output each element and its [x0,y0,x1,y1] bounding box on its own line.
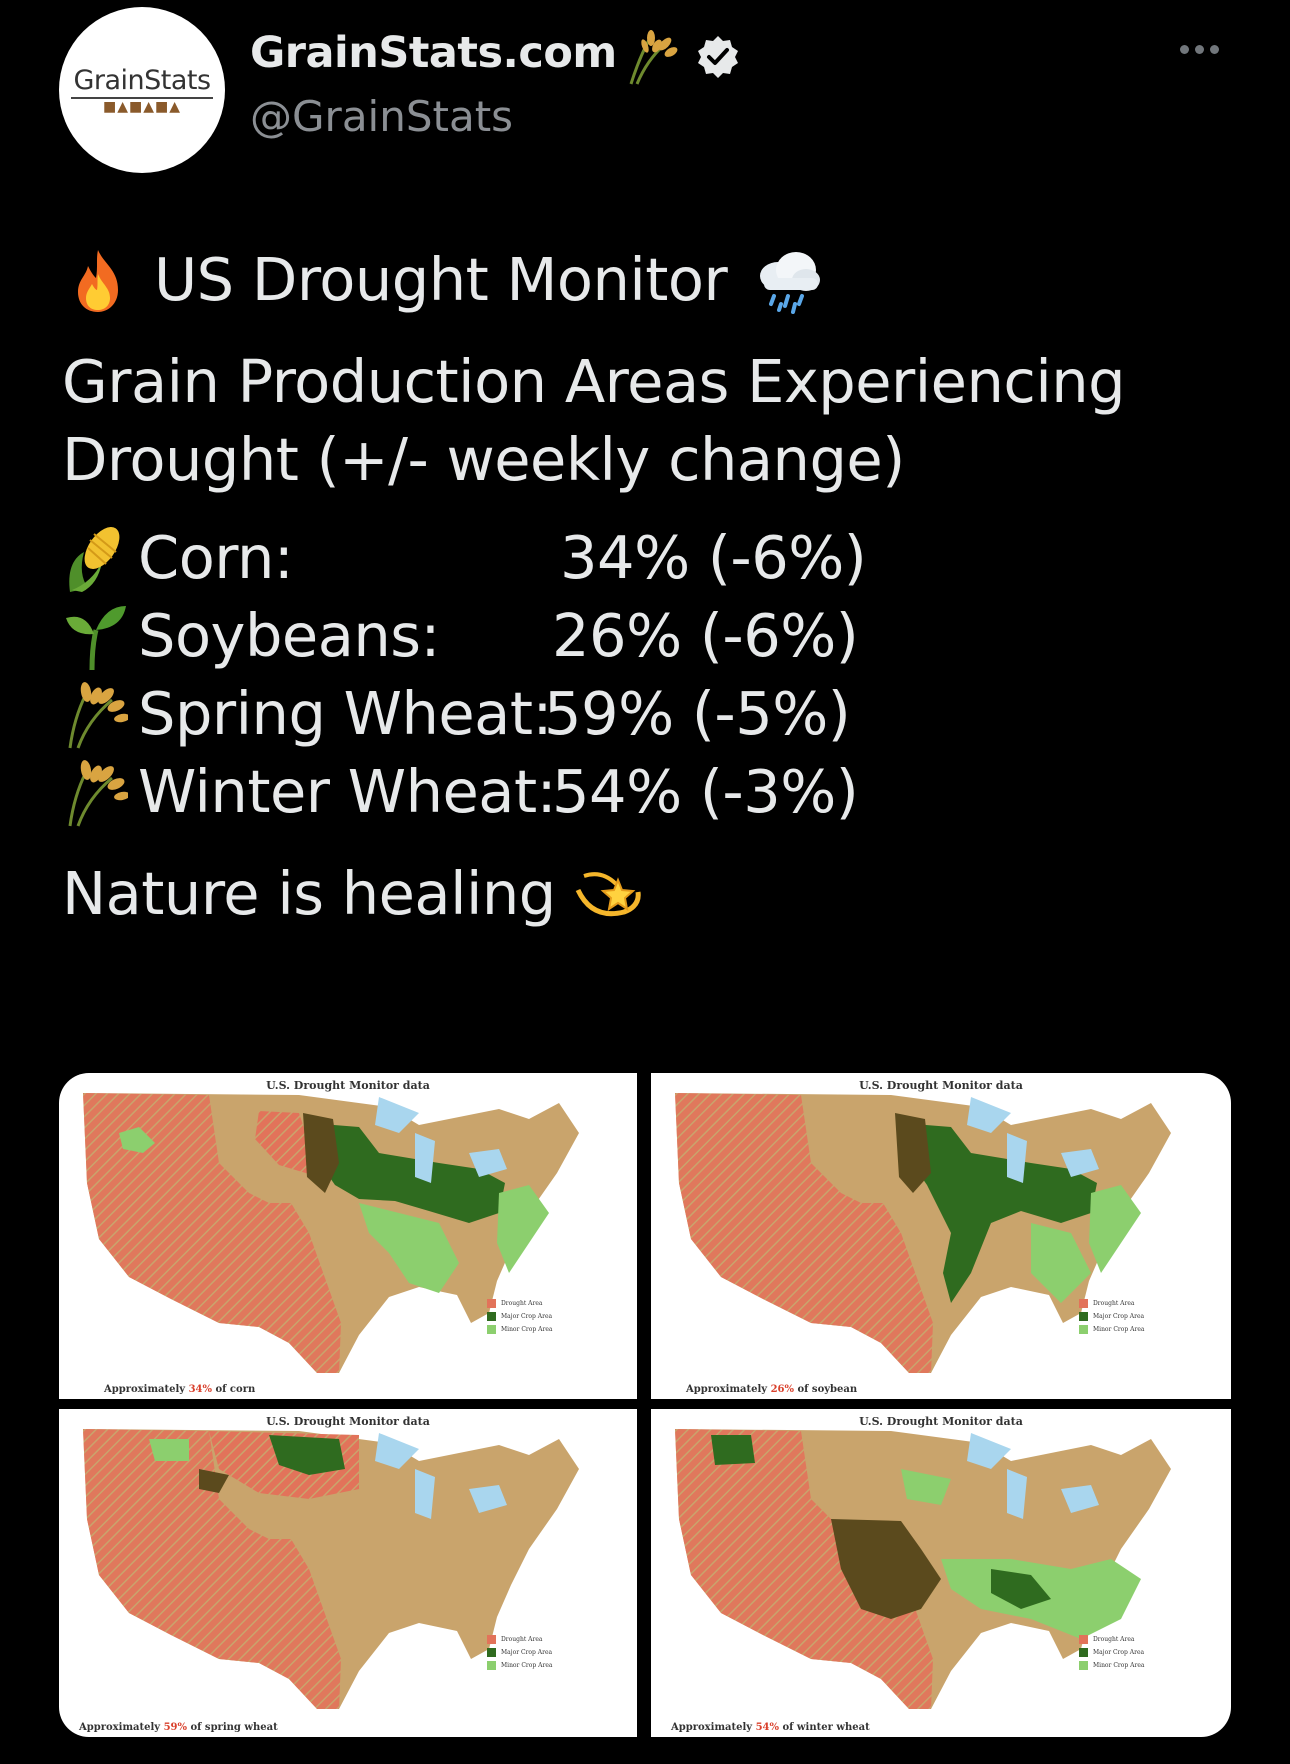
avatar[interactable]: GrainStats ■▲■▲■▲ [59,7,225,173]
crop-label: Spring Wheat: [138,679,552,748]
legend-drought: Drought Area [1079,1297,1144,1310]
map-title: U.S. Drought Monitor data [859,1079,1023,1092]
corn-icon [69,526,120,592]
seedling-icon [66,606,126,671]
legend-major: Major Crop Area [1079,1646,1144,1659]
us-map-soybean [675,1093,1171,1373]
map-caption: Approximately 59% of spring wheat [79,1722,278,1733]
more-options-button[interactable] [1180,42,1224,56]
more-dot-icon [1180,44,1189,54]
legend-minor: Minor Crop Area [487,1323,552,1336]
wheat-icon [68,682,128,749]
us-map-corn [83,1093,579,1373]
closing-text: Nature is healing [62,859,556,928]
map-caption: Approximately 34% of corn [104,1384,256,1395]
subhead-line1: Grain Production Areas Experiencing [62,347,1126,416]
more-dot-icon [1195,44,1204,54]
wheat-icon [629,30,678,85]
subhead-line2: Drought (+/- weekly change) [62,425,905,494]
map-title: U.S. Drought Monitor data [859,1415,1023,1428]
map-legend: Drought Area Major Crop Area Minor Crop … [487,1633,552,1672]
map-title: U.S. Drought Monitor data [266,1415,430,1428]
legend-minor: Minor Crop Area [1079,1323,1144,1336]
fire-icon [78,250,118,312]
closing-line: Nature is healing [62,850,641,938]
dizzy-star-icon [575,872,641,917]
us-map-winter-wheat [675,1429,1171,1709]
us-map-spring-wheat [83,1429,579,1709]
legend-drought: Drought Area [1079,1633,1144,1646]
crop-label: Soybeans: [138,601,440,670]
legend-drought: Drought Area [487,1633,552,1646]
crop-label: Winter Wheat: [138,757,556,826]
legend-major: Major Crop Area [487,1646,552,1659]
author-handle[interactable]: @GrainStats [250,92,514,141]
rain-cloud-icon [760,252,820,314]
crop-value: 34% (-6%) [560,523,867,592]
map-caption: Approximately 54% of winter wheat [671,1722,870,1733]
verified-badge-icon [698,36,738,78]
headline: US Drought Monitor [154,245,728,314]
avatar-divider [71,97,213,99]
map-caption: Approximately 26% of soybean [686,1384,858,1395]
avatar-icons: ■▲■▲■▲ [103,99,181,115]
map-spring-wheat[interactable]: U.S. Drought Monitor data Drought Area M… [59,1409,637,1737]
legend-major: Major Crop Area [1079,1310,1144,1323]
crop-value: 26% (-6%) [552,601,859,670]
map-title: U.S. Drought Monitor data [266,1079,430,1092]
legend-drought: Drought Area [487,1297,552,1310]
tweet-media-grid[interactable]: U.S. Drought Monitor data Drought Area M… [59,1073,1231,1737]
legend-major: Major Crop Area [487,1310,552,1323]
map-soybean[interactable]: U.S. Drought Monitor data Drought Area M… [651,1073,1231,1399]
crop-label: Corn: [138,523,294,592]
crop-value: 59% (-5%) [544,679,851,748]
crop-value: 54% (-3%) [552,757,859,826]
author-display-name[interactable]: GrainStats.com [250,28,617,78]
wheat-icon [68,760,128,827]
legend-minor: Minor Crop Area [487,1659,552,1672]
map-legend: Drought Area Major Crop Area Minor Crop … [1079,1297,1144,1336]
legend-minor: Minor Crop Area [1079,1659,1144,1672]
more-dot-icon [1210,44,1219,54]
map-legend: Drought Area Major Crop Area Minor Crop … [1079,1633,1144,1672]
map-corn[interactable]: U.S. Drought Monitor data Drought Area M… [59,1073,637,1399]
avatar-brand-text: GrainStats [73,65,211,96]
map-winter-wheat[interactable]: U.S. Drought Monitor data Drought Area M… [651,1409,1231,1737]
map-legend: Drought Area Major Crop Area Minor Crop … [487,1297,552,1336]
